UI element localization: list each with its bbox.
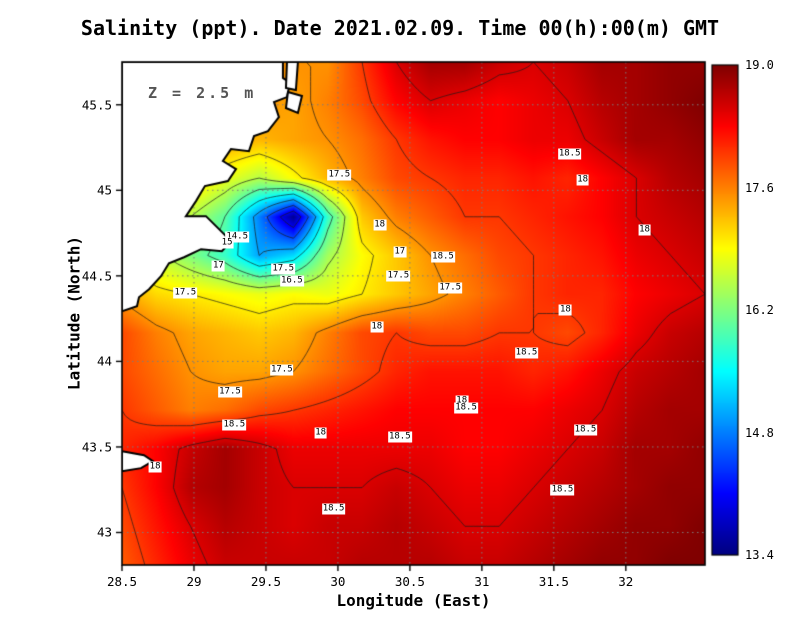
x-axis-label: Longitude (East) — [336, 591, 491, 610]
y-axis-label: Latitude (North) — [64, 235, 84, 391]
plot-title: Salinity (ppt). Date 2021.02.09. Time 00… — [80, 16, 720, 40]
depth-annotation: Z = 2.5 m — [148, 84, 257, 102]
